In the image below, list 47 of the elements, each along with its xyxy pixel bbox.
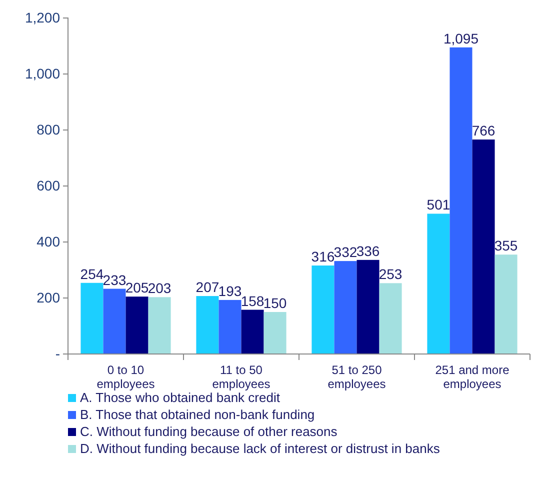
data-label: 150 bbox=[263, 295, 287, 311]
y-tick-label: 1,200 bbox=[24, 9, 60, 26]
data-label: 766 bbox=[472, 122, 496, 139]
bar bbox=[196, 296, 219, 354]
bar bbox=[312, 266, 334, 354]
legend-label: A. Those who obtained bank credit bbox=[80, 390, 280, 405]
x-tick-label: 0 to 10 employees bbox=[96, 363, 155, 391]
bar bbox=[241, 310, 264, 354]
bar bbox=[427, 214, 450, 354]
data-label: 316 bbox=[311, 248, 335, 265]
data-label: 332 bbox=[334, 244, 358, 260]
bar bbox=[494, 254, 518, 354]
data-label: 1,095 bbox=[443, 30, 479, 46]
bar bbox=[126, 296, 148, 354]
data-label: 355 bbox=[494, 238, 518, 254]
data-label: 158 bbox=[240, 292, 264, 309]
legend-label: B. Those that obtained non-bank funding bbox=[80, 407, 315, 422]
bar bbox=[148, 297, 171, 354]
legend-label: C. Without funding because of other reasons bbox=[80, 424, 338, 439]
legend-label: D. Without funding because lack of interest or distrust in banks bbox=[80, 441, 440, 456]
y-tick-label: 200 bbox=[36, 289, 60, 306]
y-tick-label: 800 bbox=[36, 121, 60, 138]
bar bbox=[218, 300, 242, 354]
data-label: 253 bbox=[378, 266, 402, 282]
bar bbox=[450, 47, 472, 354]
bar bbox=[334, 261, 357, 354]
data-label: 193 bbox=[218, 282, 242, 299]
data-label: 254 bbox=[80, 266, 104, 282]
bar bbox=[379, 283, 402, 354]
data-label: 205 bbox=[125, 280, 149, 296]
bar bbox=[472, 140, 495, 354]
x-tick-label: 51 to 250 employees bbox=[328, 363, 386, 391]
y-tick-label: 1,000 bbox=[24, 65, 60, 82]
bar bbox=[264, 312, 286, 354]
bar bbox=[103, 288, 126, 354]
y-tick-label: - bbox=[55, 345, 60, 362]
data-label: 501 bbox=[426, 196, 450, 213]
y-tick-label: 400 bbox=[36, 233, 60, 250]
data-label: 203 bbox=[148, 280, 172, 296]
data-label: 233 bbox=[102, 272, 126, 288]
x-tick-label: 11 to 50 employees bbox=[212, 363, 270, 391]
y-tick-label: 600 bbox=[36, 177, 60, 194]
x-tick-label: 251 and more employees bbox=[435, 363, 510, 391]
data-label: 336 bbox=[356, 242, 380, 259]
bar bbox=[356, 260, 380, 354]
data-label: 207 bbox=[196, 279, 220, 296]
bar bbox=[80, 282, 104, 354]
